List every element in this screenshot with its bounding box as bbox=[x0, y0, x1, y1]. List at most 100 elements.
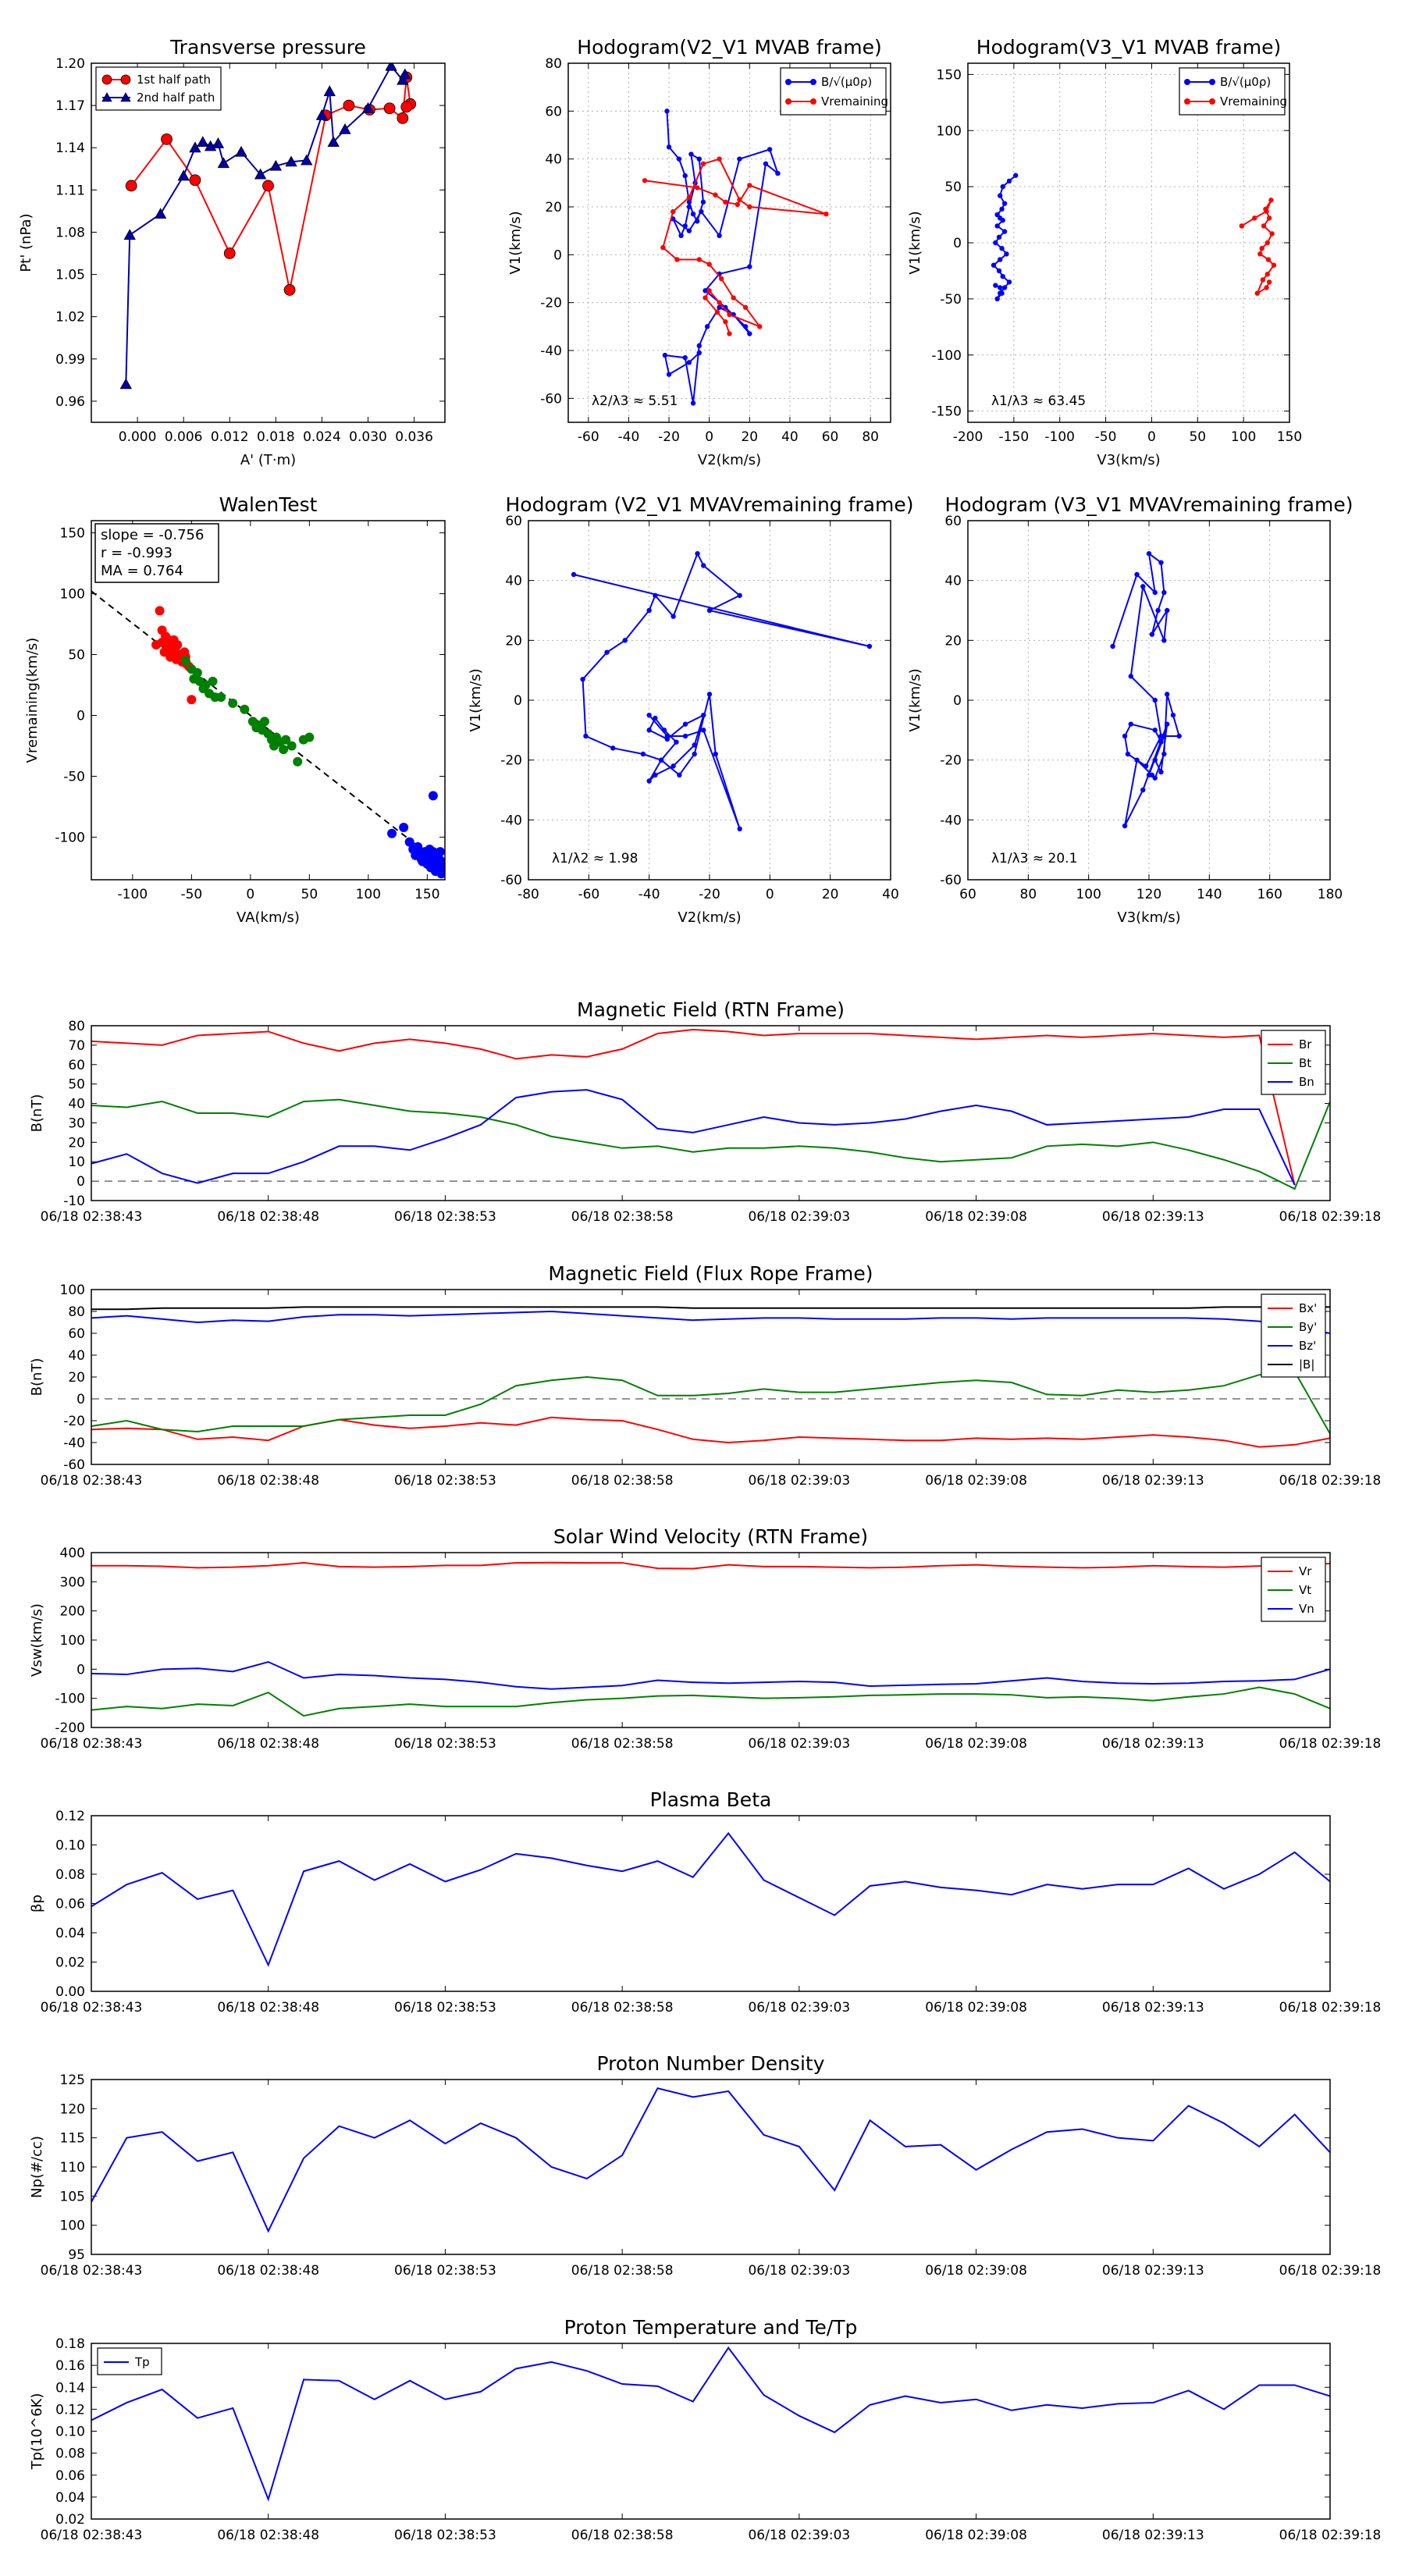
x-tick-label: -100 bbox=[1044, 429, 1075, 445]
scatter-point bbox=[228, 698, 238, 708]
y-tick-label: 0 bbox=[76, 708, 85, 724]
chart-title: Proton Number Density bbox=[597, 2052, 825, 2075]
x-tick-label: 20 bbox=[822, 887, 839, 902]
x-tick-label: 06/18 02:39:18 bbox=[1279, 2263, 1382, 2279]
chart-title: Hodogram (V2_V1 MVAVremaining frame) bbox=[506, 493, 914, 516]
proton-density-panel: 95 100 105 110 115 120 125 06/18 02:38:43 06/18 … bbox=[29, 2052, 1381, 2279]
chart-title: Proton Temperature and Te/Tp bbox=[564, 2316, 858, 2339]
y-tick-label: 0 bbox=[76, 1392, 85, 1407]
scatter-point bbox=[192, 667, 202, 678]
series-line-absb| bbox=[91, 1306, 1330, 1311]
x-tick-label: 06/18 02:39:13 bbox=[1102, 1209, 1204, 1225]
x-tick-label: 120 bbox=[1136, 887, 1161, 902]
y-tick-label: -40 bbox=[63, 1436, 85, 1451]
y-tick-label: 30 bbox=[68, 1115, 85, 1131]
y-tick-label: 0.10 bbox=[55, 2425, 85, 2440]
data-point bbox=[1264, 240, 1270, 246]
x-tick-label: 06/18 02:39:18 bbox=[1279, 1736, 1382, 1752]
data-point bbox=[998, 193, 1003, 198]
data-point bbox=[1170, 712, 1176, 718]
data-point bbox=[996, 234, 1002, 240]
y-tick-label: 0.16 bbox=[55, 2358, 85, 2374]
data-point bbox=[1266, 215, 1272, 221]
y-tick-label: 20 bbox=[68, 1135, 85, 1151]
scatter-point bbox=[404, 837, 414, 847]
legend-marker bbox=[1184, 98, 1190, 105]
series-line-bt bbox=[91, 1098, 1330, 1190]
x-tick-label: 06/18 02:39:13 bbox=[1102, 2263, 1204, 2279]
data-point bbox=[682, 173, 688, 179]
x-tick-label: 06/18 02:38:43 bbox=[41, 1736, 143, 1752]
data-point bbox=[742, 324, 749, 329]
chart-title: Plasma Beta bbox=[650, 1788, 772, 1811]
y-tick-label: -100 bbox=[55, 830, 85, 845]
data-point bbox=[996, 268, 1002, 274]
x-tick-label: 06/18 02:39:03 bbox=[748, 1209, 850, 1225]
series-line-np bbox=[91, 2087, 1330, 2233]
proton-temperature-panel: 0.02 0.04 0.06 0.08 0.10 0.12 0.14 0.16 0.18 06/1… bbox=[29, 2316, 1381, 2543]
data-point bbox=[664, 733, 670, 739]
data-point bbox=[823, 212, 829, 217]
data-point bbox=[1140, 787, 1146, 793]
data-point bbox=[653, 772, 658, 778]
y-tick-label: 120 bbox=[60, 2101, 85, 2117]
data-point bbox=[737, 156, 742, 162]
legend-marker bbox=[120, 74, 131, 85]
data-point bbox=[123, 229, 136, 240]
data-point bbox=[998, 285, 1003, 290]
data-point bbox=[661, 728, 667, 733]
legend-marker bbox=[1184, 79, 1190, 85]
data-point bbox=[397, 73, 409, 85]
y-tick-label: 40 bbox=[68, 1097, 85, 1112]
eigenvalue-ratio-annotation: λ1/λ2 ≈ 1.98 bbox=[552, 851, 638, 866]
y-tick-label: 1.20 bbox=[55, 56, 85, 72]
data-point bbox=[676, 156, 682, 162]
y-tick-label: -20 bbox=[940, 753, 962, 769]
series-line-vr bbox=[91, 1561, 1330, 1570]
plasma-beta-panel: 0.00 0.02 0.04 0.06 0.08 0.10 0.12 06/18 02:38:… bbox=[29, 1788, 1381, 2016]
x-tick-label: 06/18 02:38:58 bbox=[571, 1209, 674, 1225]
legend-marker bbox=[101, 92, 112, 102]
data-point bbox=[702, 288, 708, 294]
y-tick-label: 70 bbox=[68, 1038, 85, 1054]
x-axis-label: V3(km/s) bbox=[1117, 909, 1180, 926]
data-point bbox=[682, 355, 688, 361]
data-point bbox=[1161, 638, 1167, 643]
data-point bbox=[1134, 757, 1140, 763]
data-point bbox=[706, 288, 712, 294]
data-point bbox=[1149, 632, 1155, 637]
series-line-bn bbox=[91, 1089, 1296, 1186]
data-point bbox=[998, 257, 1003, 262]
data-point bbox=[323, 85, 336, 97]
series-group bbox=[91, 2087, 1330, 2233]
y-tick-label: 80 bbox=[545, 56, 562, 72]
y-tick-label: 1.08 bbox=[55, 225, 85, 240]
x-tick-label: 06/18 02:39:13 bbox=[1102, 2528, 1204, 2543]
series-line-vn bbox=[91, 1660, 1330, 1690]
x-tick-label: 06/18 02:39:08 bbox=[925, 1209, 1027, 1225]
legend-label: Bn bbox=[1299, 1075, 1314, 1089]
series-line-by bbox=[91, 1370, 1330, 1435]
y-tick-label: 0.12 bbox=[55, 2402, 85, 2418]
x-tick-label: 06/18 02:39:18 bbox=[1279, 2528, 1382, 2543]
y-tick-label: -150 bbox=[931, 404, 962, 420]
x-tick-label: 06/18 02:38:48 bbox=[217, 1473, 319, 1489]
legend-label: Vr bbox=[1299, 1564, 1312, 1578]
x-tick-label: 0 bbox=[766, 887, 774, 902]
data-point bbox=[653, 715, 658, 721]
data-point bbox=[701, 712, 706, 718]
legend-label: Bt bbox=[1299, 1056, 1311, 1070]
data-point bbox=[692, 751, 697, 757]
y-axis-label: V1(km/s) bbox=[468, 668, 484, 731]
legend-frame bbox=[780, 67, 887, 116]
x-tick-label: 06/18 02:39:08 bbox=[925, 1736, 1027, 1752]
data-point bbox=[717, 233, 722, 238]
y-tick-label: 80 bbox=[68, 1019, 85, 1034]
x-tick-label: 06/18 02:39:13 bbox=[1102, 1473, 1204, 1489]
y-axis-label: V1(km/s) bbox=[507, 211, 524, 274]
data-point bbox=[747, 183, 752, 188]
legend-marker bbox=[785, 79, 791, 85]
data-point bbox=[161, 133, 173, 145]
data-point bbox=[1263, 206, 1268, 212]
x-tick-label: -80 bbox=[518, 887, 539, 902]
